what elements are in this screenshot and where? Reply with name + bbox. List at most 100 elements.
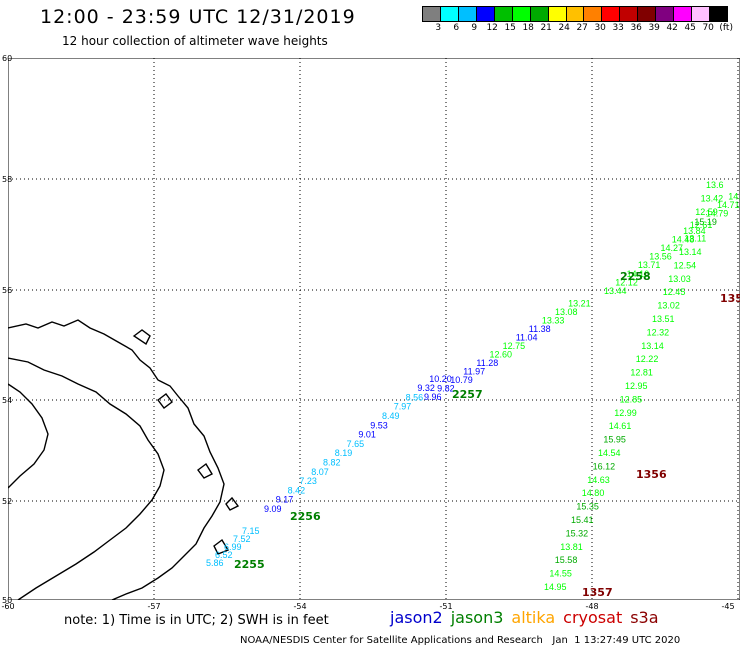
colorbar-label: 24 — [558, 23, 570, 33]
swh-value: 12.81 — [630, 368, 653, 378]
colorbar-label: 36 — [630, 23, 642, 33]
colorbar-label: 27 — [576, 23, 588, 33]
latitude-tick: 52 — [2, 497, 13, 506]
colorbar-swatch — [458, 7, 477, 21]
swh-value: 13.08 — [555, 307, 578, 317]
latitude-tick: 58 — [2, 175, 13, 184]
colorbar-label: 15 — [504, 23, 516, 33]
island-c — [197, 462, 213, 479]
swh-value: 12.61 — [690, 220, 713, 230]
colorbar-label: 18 — [522, 23, 534, 33]
swh-value: 14.8 — [728, 191, 740, 201]
colorbar-label: 21 — [540, 23, 552, 33]
legend-altika: altika — [511, 608, 556, 627]
swh-value: 8.07 — [311, 467, 329, 477]
swh-value: 13.42 — [701, 193, 724, 203]
swh-value: 8.42 — [288, 485, 306, 495]
legend-jason2: jason2 — [390, 608, 443, 627]
latitude-tick: 60 — [2, 54, 13, 63]
swh-value: 14.71 — [717, 200, 740, 210]
swh-value: 15.19 — [694, 217, 717, 227]
colorbar-swatch — [674, 7, 693, 21]
pass-time-label: 2255 — [234, 558, 265, 571]
swh-value: 8.82 — [323, 458, 341, 468]
swh-value: 9.32 — [417, 383, 435, 393]
swh-value: 12.85 — [620, 394, 643, 404]
inner-coast — [8, 357, 165, 600]
swh-value: 14.61 — [609, 421, 632, 431]
longitude-tick: -54 — [293, 602, 307, 611]
swh-value: 9.82 — [437, 384, 455, 394]
swh-value: 6.52 — [215, 550, 233, 560]
colorbar-swatch — [620, 7, 639, 21]
swh-value: 15.41 — [571, 515, 594, 525]
latitude-tick: 54 — [2, 396, 13, 405]
swh-value: 7.97 — [394, 402, 412, 412]
swh-value: 13.71 — [638, 260, 661, 270]
longitude-tick: -48 — [585, 602, 599, 611]
colorbar-label: 9 — [471, 23, 478, 33]
island-d — [225, 496, 240, 511]
swh-value: 13.11 — [684, 234, 706, 244]
colorbar-swatch — [548, 7, 567, 21]
swh-value: 12.75 — [503, 341, 526, 351]
colorbar-label: 12 — [486, 23, 498, 33]
swh-value: 8.56 — [406, 392, 424, 402]
latitude-tick: 50 — [2, 596, 13, 605]
island-b — [157, 393, 173, 409]
colorbar-label: 45 — [684, 23, 696, 33]
map-area[interactable]: 5.86 6.52 6.99 7.52 7.15 2255 9.09 9.17 8.42 7.23… — [8, 58, 740, 600]
colorbar-swatch — [710, 7, 727, 21]
colorbar-swatch — [476, 7, 495, 21]
legend-s3a: s3a — [630, 608, 659, 627]
pass-time-label: 2256 — [290, 510, 321, 523]
swh-value: 13.03 — [668, 274, 691, 284]
swh-value: 5.86 — [206, 558, 224, 568]
pass-time-label: 2258 — [620, 270, 651, 283]
swh-value: 8.19 — [335, 448, 353, 458]
swh-value: 6.99 — [224, 542, 242, 552]
colorbar-label: 42 — [666, 23, 678, 33]
swh-value: 14.79 — [706, 209, 729, 219]
swh-value: 9.09 — [264, 504, 282, 514]
swh-value: 16.12 — [593, 461, 616, 471]
swh-value: 14.27 — [661, 243, 684, 253]
footer-note: note: 1) Time is in UTC; 2) SWH is in fe… — [64, 613, 329, 628]
swh-value: 12.32 — [647, 327, 670, 337]
swh-value: 14.80 — [582, 488, 605, 498]
swh-value: 13.14 — [641, 341, 664, 351]
swh-value: 14.95 — [544, 582, 567, 592]
colorbar-swatch — [530, 7, 549, 21]
colorbar-swatch — [638, 7, 657, 21]
swh-value: 13.33 — [542, 316, 565, 326]
swh-value: 15.35 — [576, 502, 599, 512]
pass-time-label: 1357 — [582, 586, 613, 599]
colorbar-swatch — [566, 7, 585, 21]
swh-value: 13.14 — [679, 247, 702, 257]
swh-value: 9.53 — [370, 420, 388, 430]
island-e — [213, 538, 230, 555]
swh-value: 11.38 — [529, 324, 551, 334]
map-frame — [8, 58, 740, 600]
longitude-tick: -60 — [1, 602, 15, 611]
swh-value: 12.99 — [614, 408, 637, 418]
swh-value: 12.60 — [490, 350, 513, 360]
swh-value: 10.20 — [429, 374, 452, 384]
swh-value: 12.59 — [695, 207, 718, 217]
colorbar-swatch — [494, 7, 513, 21]
swh-value: 12.45 — [663, 287, 686, 297]
colorbar-label: 30 — [594, 23, 606, 33]
satellite-legend: jason2 jason3 altika cryosat s3a — [390, 608, 667, 627]
labrador-coast — [8, 319, 225, 600]
swh-value: 11.28 — [476, 358, 498, 368]
swh-value: 13.6 — [706, 180, 724, 190]
longitude-tick: -45 — [721, 602, 735, 611]
altimeter-tracks: 5.866.526.997.527.15 2255 9.099.178.427.23… — [206, 180, 740, 599]
pass-time-label: 2257 — [452, 388, 483, 401]
colorbar-swatch — [423, 7, 441, 21]
swh-value: 14.48 — [672, 234, 695, 244]
swh-value: 10.79 — [450, 375, 473, 385]
colorbar-label: 39 — [648, 23, 660, 33]
credit-line: NOAA/NESDIS Center for Satellite Applica… — [240, 635, 681, 646]
legend-cryosat: cryosat — [563, 608, 623, 627]
